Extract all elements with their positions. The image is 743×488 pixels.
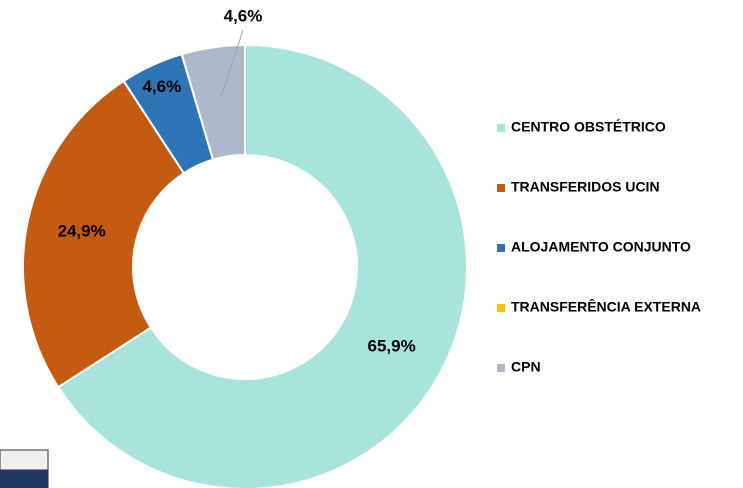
legend-swatch bbox=[497, 184, 505, 192]
artifact-box bbox=[0, 449, 49, 471]
legend-swatch bbox=[497, 304, 505, 312]
donut-slice bbox=[22, 79, 186, 389]
artifact-box bbox=[0, 469, 49, 488]
legend-swatch bbox=[497, 244, 505, 252]
data-label: 4,6% bbox=[224, 6, 263, 25]
legend-swatch bbox=[497, 124, 505, 132]
data-label: 24,9% bbox=[58, 222, 106, 241]
data-label: 65,9% bbox=[367, 336, 415, 355]
legend-label: CPN bbox=[511, 359, 541, 375]
data-label: 4,6% bbox=[142, 77, 181, 96]
legend-label: TRANSFERÊNCIA EXTERNA bbox=[511, 298, 701, 315]
legend-swatch bbox=[497, 364, 505, 372]
legend-label: ALOJAMENTO CONJUNTO bbox=[511, 239, 691, 255]
donut-slice bbox=[56, 43, 468, 488]
leader-line bbox=[220, 29, 244, 99]
legend-label: CENTRO OBSTÉTRICO bbox=[511, 119, 666, 135]
legend-label: TRANSFERIDOS UCIN bbox=[511, 179, 660, 195]
